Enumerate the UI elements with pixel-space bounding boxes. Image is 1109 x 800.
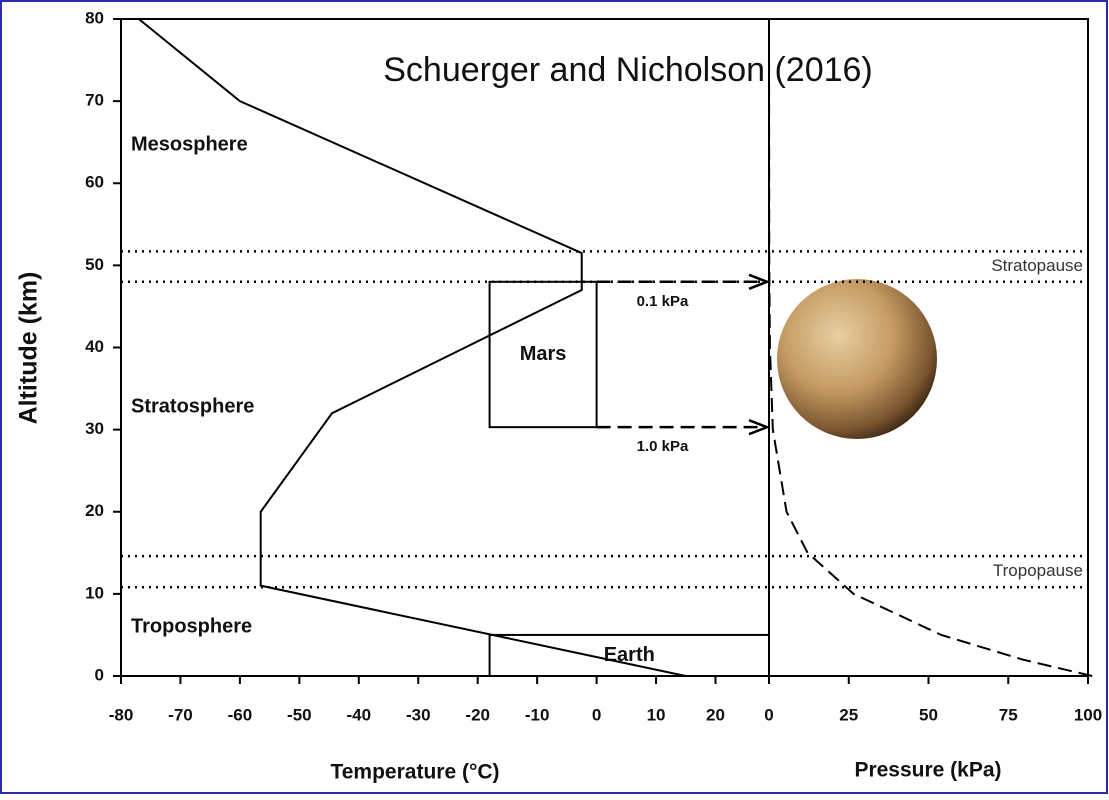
x-axis-label: Pressure (kPa) — [854, 759, 1001, 782]
x-tick-label: 0 — [592, 705, 601, 724]
y-tick-label: 60 — [85, 173, 104, 192]
mars-image — [777, 279, 937, 439]
x-tick-label: 20 — [706, 705, 725, 724]
region-box — [488, 633, 770, 677]
y-tick-label: 20 — [85, 501, 104, 520]
x-tick-label: -10 — [525, 705, 550, 724]
plot-frame — [120, 18, 1089, 677]
y-tick-label: 30 — [85, 419, 104, 438]
x-tick-label: 10 — [647, 705, 666, 724]
region-label: Earth — [604, 644, 655, 666]
y-tick-label: 70 — [85, 91, 104, 110]
x-tick-label: -50 — [287, 705, 312, 724]
y-tick-label: 0 — [95, 665, 104, 684]
y-tick-label: 40 — [85, 337, 104, 356]
arrow-label: 0.1 kPa — [637, 293, 689, 310]
region-label: Mars — [520, 343, 567, 365]
reference-label: Stratopause — [991, 256, 1083, 275]
x-tick-label: -80 — [109, 705, 134, 724]
x-tick-label: 25 — [839, 705, 858, 724]
region-box — [488, 280, 598, 429]
x-tick-label: -20 — [465, 705, 490, 724]
x-tick-label: 50 — [919, 705, 938, 724]
arrow-label: 1.0 kPa — [637, 438, 689, 455]
layer-label: Mesosphere — [131, 133, 248, 155]
x-tick-label: 100 — [1074, 705, 1102, 724]
x-tick-label: -30 — [406, 705, 431, 724]
x-tick-label: 0 — [764, 705, 773, 724]
x-tick-label: -40 — [347, 705, 372, 724]
x-tick-label: -60 — [228, 705, 253, 724]
arrow-head — [748, 273, 771, 290]
x-axis-label: Temperature (°C) — [330, 761, 499, 784]
arrow-head — [748, 418, 771, 436]
x-tick-label: 75 — [999, 705, 1018, 724]
y-axis-label: Altitude (km) — [15, 272, 43, 425]
layer-label: Stratosphere — [131, 395, 254, 417]
y-tick-label: 10 — [85, 583, 104, 602]
chart-title: Schuerger and Nicholson (2016) — [383, 51, 873, 89]
layer-label: Troposphere — [131, 615, 252, 637]
y-tick-label: 50 — [85, 255, 104, 274]
y-tick-label: 80 — [85, 8, 104, 27]
data-line — [138, 18, 686, 677]
data-line — [768, 18, 1093, 677]
x-tick-label: -70 — [168, 705, 193, 724]
reference-label: Tropopause — [993, 561, 1083, 580]
